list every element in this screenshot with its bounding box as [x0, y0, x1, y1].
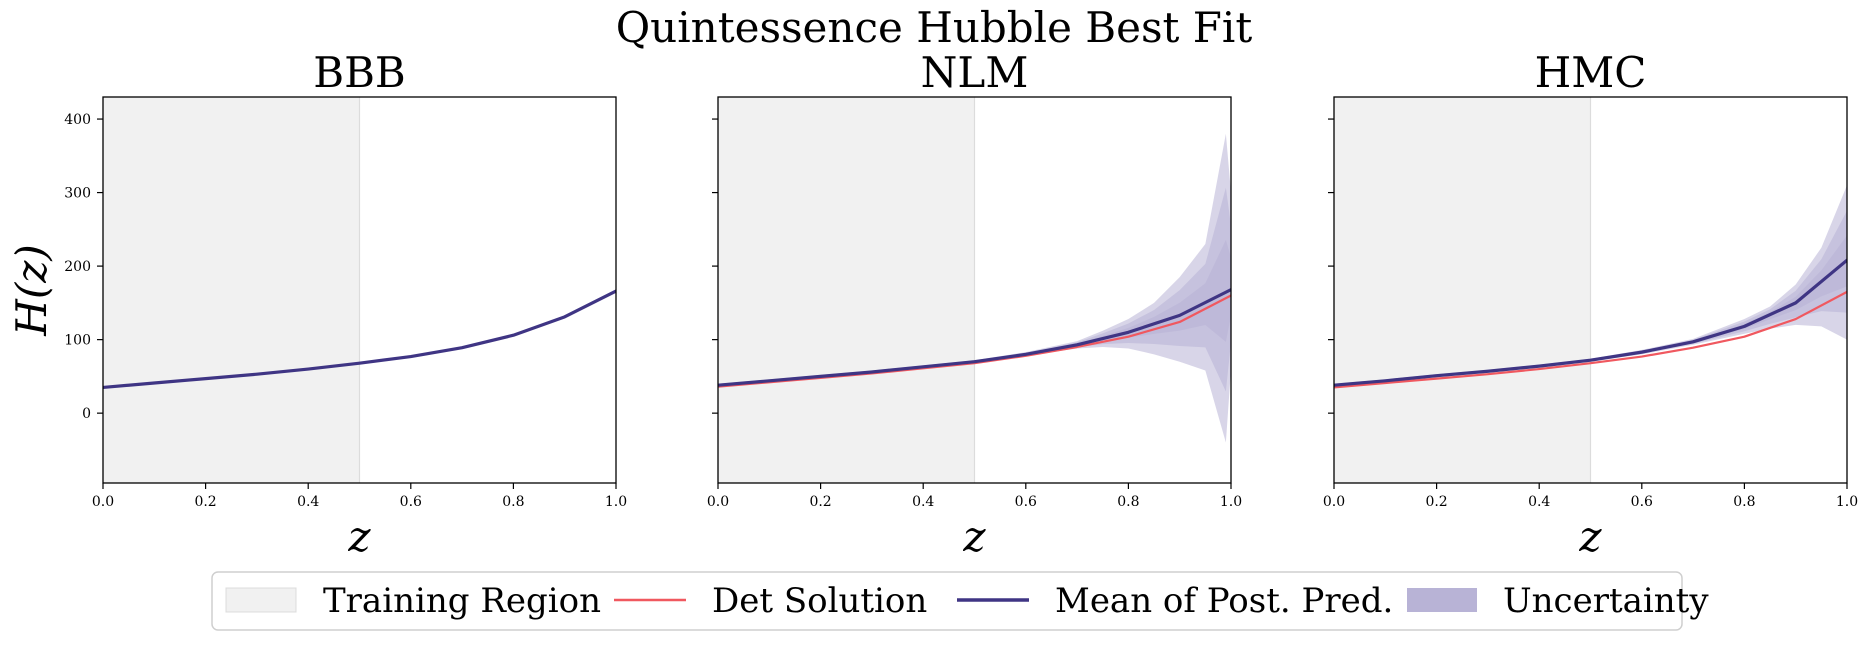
panel-title: HMC — [1535, 48, 1647, 97]
y-tick-label: 400 — [64, 112, 91, 128]
training-region — [103, 97, 360, 483]
legend-item: Uncertainty — [1407, 581, 1709, 621]
legend-item: Training Region — [225, 581, 601, 621]
x-tick-label: 0.4 — [912, 494, 934, 510]
legend-item: Mean of Post. Pred. — [957, 581, 1393, 621]
x-axis-label: z — [962, 512, 986, 561]
det-solution-line — [1334, 290, 1847, 389]
x-tick-label: 0.2 — [809, 494, 831, 510]
training-region — [1334, 97, 1591, 483]
legend-patch — [1407, 588, 1477, 612]
panel-nlm: 0.0 0.2 0.4 0.6 0.8 1.0 NLM z — [707, 48, 1242, 561]
axes-frame — [102, 96, 617, 484]
x-tick-label: 0.8 — [1117, 494, 1139, 510]
figure-title: Quintessence Hubble Best Fit — [616, 3, 1253, 52]
legend: Training Region Det Solution Mean of Post.… — [211, 571, 1709, 631]
y-tick-label: 200 — [64, 259, 91, 275]
x-tick-label: 0.2 — [1425, 494, 1447, 510]
x-tick-label: 0.8 — [502, 494, 524, 510]
x-tick-label: 0.0 — [92, 494, 114, 510]
training-region — [718, 97, 975, 483]
axes-frame — [717, 96, 1232, 484]
y-tick-label: 100 — [64, 333, 91, 349]
x-axis-label: z — [347, 512, 371, 561]
y-tick-label: 0 — [82, 406, 91, 422]
panel-title: BBB — [313, 48, 406, 97]
axes-frame — [1333, 96, 1848, 484]
legend-patch — [225, 587, 297, 613]
legend-label: Det Solution — [712, 581, 927, 621]
x-tick-label: 1.0 — [1220, 494, 1242, 510]
chart-panels: 0.0 0.2 0.4 0.6 0.8 1.00100200300400BBBzH(z)0… — [7, 48, 1858, 561]
x-tick-label: 0.4 — [297, 494, 319, 510]
x-tick-label: 1.0 — [1836, 494, 1858, 510]
panel-bbb: 0.0 0.2 0.4 0.6 0.8 1.0 0 100 200 300 400 BBB z H(z) — [7, 48, 627, 561]
x-tick-label: 0.6 — [400, 494, 422, 510]
x-tick-label: 1.0 — [605, 494, 627, 510]
plot-area — [103, 289, 616, 390]
x-tick-label: 0.0 — [707, 494, 729, 510]
x-tick-label: 0.6 — [1015, 494, 1037, 510]
plot-area — [1334, 185, 1847, 389]
y-axis-label: H(z) — [7, 244, 56, 337]
legend-label: Training Region — [323, 581, 601, 621]
x-tick-label: 0.0 — [1323, 494, 1345, 510]
x-tick-label: 0.8 — [1733, 494, 1755, 510]
legend-item: Det Solution — [614, 581, 927, 621]
x-tick-label: 0.4 — [1528, 494, 1550, 510]
legend-label: Uncertainty — [1503, 581, 1709, 621]
mean-post-pred-line — [718, 288, 1231, 387]
mean-post-pred-line — [1334, 258, 1847, 387]
y-tick-label: 300 — [64, 186, 91, 202]
x-tick-label: 0.6 — [1631, 494, 1653, 510]
panel-title: NLM — [921, 48, 1029, 97]
mean-post-pred-line — [103, 289, 616, 390]
legend-box — [211, 571, 1683, 631]
x-tick-label: 0.2 — [194, 494, 216, 510]
plot-area — [718, 133, 1231, 443]
legend-label: Mean of Post. Pred. — [1055, 581, 1393, 621]
panel-hmc: 0.0 0.2 0.4 0.6 0.8 1.0 HMC z — [1323, 48, 1858, 561]
x-axis-label: z — [1578, 512, 1602, 561]
